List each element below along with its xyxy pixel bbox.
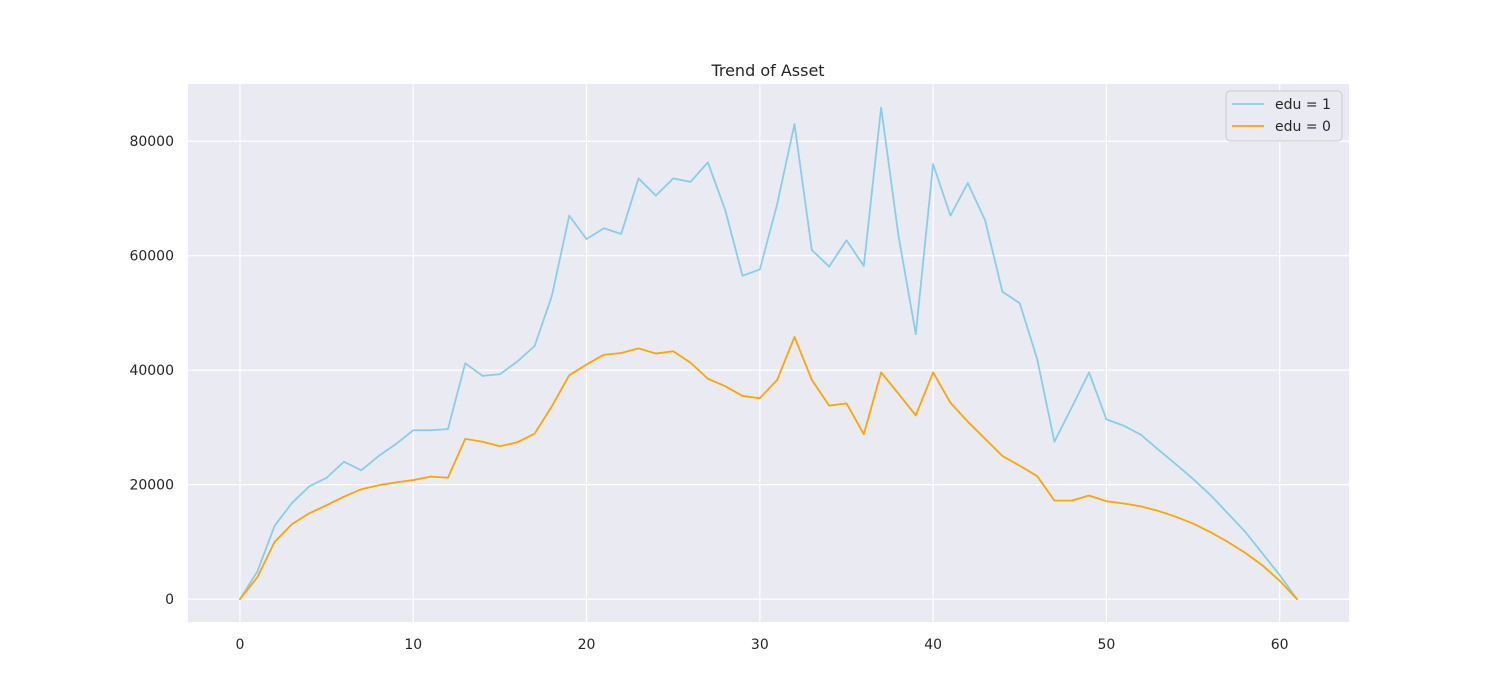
x-tick-label: 20 [578,637,596,653]
x-tick-label: 10 [404,637,422,653]
x-axis-ticks: 0 10 20 30 40 50 60 [236,637,1289,653]
x-tick-label: 40 [924,637,942,653]
x-tick-label: 0 [236,637,245,653]
x-tick-label: 30 [751,637,769,653]
y-tick-label: 20000 [129,478,174,494]
y-tick-label: 0 [165,592,174,608]
y-tick-label: 60000 [129,249,174,265]
legend-label-edu-1: edu = 1 [1275,97,1331,113]
x-tick-label: 60 [1271,637,1289,653]
y-tick-label: 80000 [129,134,174,150]
plot-background [188,84,1349,622]
legend-label-edu-0: edu = 0 [1275,119,1331,135]
chart-title: Trend of Asset [710,61,824,80]
y-axis-ticks: 0 20000 40000 60000 80000 [129,134,174,608]
grid-lines [188,84,1349,622]
series-line-edu-0 [239,336,1298,601]
series-line-edu-1 [239,106,1298,601]
legend: edu = 1 edu = 0 [1225,90,1343,142]
y-tick-label: 40000 [129,363,174,379]
x-tick-label: 50 [1097,637,1115,653]
series-layer [239,106,1298,601]
